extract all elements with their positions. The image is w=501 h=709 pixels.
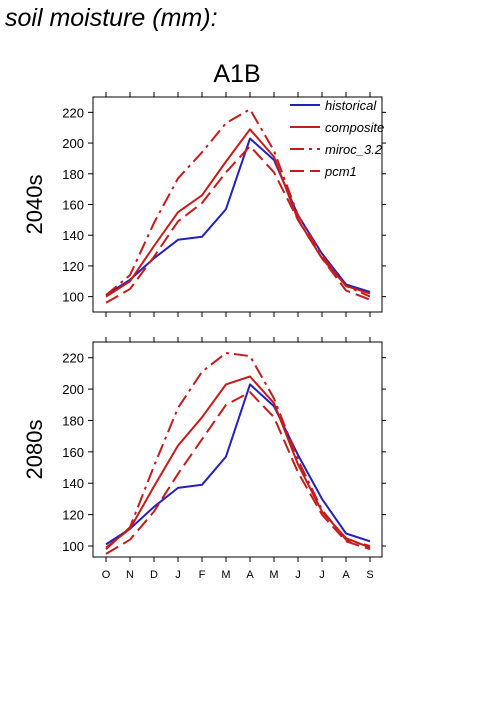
y-tick-label: 180: [62, 167, 84, 182]
x-tick-label: F: [199, 569, 206, 581]
y-tick-label: 140: [62, 228, 84, 243]
x-tick-label: A: [342, 569, 350, 581]
y-tick-label: 120: [62, 508, 84, 523]
y-tick-label: 220: [62, 351, 84, 366]
series-line-miroc-3-2: [105, 352, 371, 550]
series-line-pcm1: [105, 145, 371, 304]
row-label: 2080s: [22, 420, 47, 480]
x-tick-label: N: [126, 569, 134, 581]
page-title: soil moisture (mm):: [5, 4, 218, 32]
y-tick-label: 100: [62, 539, 84, 554]
x-tick-label: D: [150, 569, 158, 581]
y-tick-label: 120: [62, 259, 84, 274]
x-tick-label: M: [221, 569, 230, 581]
legend-label: miroc_3.2: [325, 142, 383, 157]
x-tick-label: M: [269, 569, 278, 581]
y-tick-label: 100: [62, 290, 84, 305]
panel-2080s: 100 120 140 160 180 200 220 O N D J F M A M J J A S 2080s: [22, 337, 386, 581]
y-tick-label: 180: [62, 413, 84, 428]
row-label: 2040s: [22, 175, 47, 235]
chart-panels: 100 120 140 160 180 200 220 2040s historical comp…: [22, 92, 386, 581]
x-tick-label: O: [102, 569, 111, 581]
panel-2040s: 100 120 140 160 180 200 220 2040s historical comp…: [22, 92, 386, 317]
y-tick-label: 160: [62, 445, 84, 460]
legend: historical composite miroc_3.2 pcm1: [290, 98, 384, 179]
series-line-historical: [105, 383, 371, 546]
legend-label: composite: [325, 120, 384, 135]
x-tick-label: J: [175, 569, 181, 581]
y-tick-label: 200: [62, 136, 84, 151]
y-tick-label: 160: [62, 198, 84, 213]
series-line-composite: [105, 128, 371, 298]
legend-label: pcm1: [324, 164, 357, 179]
x-tick-label: A: [246, 569, 254, 581]
y-tick-label: 140: [62, 476, 84, 491]
plot-frame: [92, 341, 383, 558]
series-line-miroc-3-2: [105, 108, 371, 298]
y-tick-label: 220: [62, 105, 84, 120]
y-tick-label: 200: [62, 382, 84, 397]
scenario-title: A1B: [213, 60, 260, 88]
series-line-historical: [105, 137, 371, 296]
x-tick-label: J: [295, 569, 301, 581]
x-tick-label: S: [366, 569, 373, 581]
series-line-pcm1: [105, 391, 371, 555]
x-tick-label: J: [319, 569, 325, 581]
legend-label: historical: [325, 98, 377, 113]
